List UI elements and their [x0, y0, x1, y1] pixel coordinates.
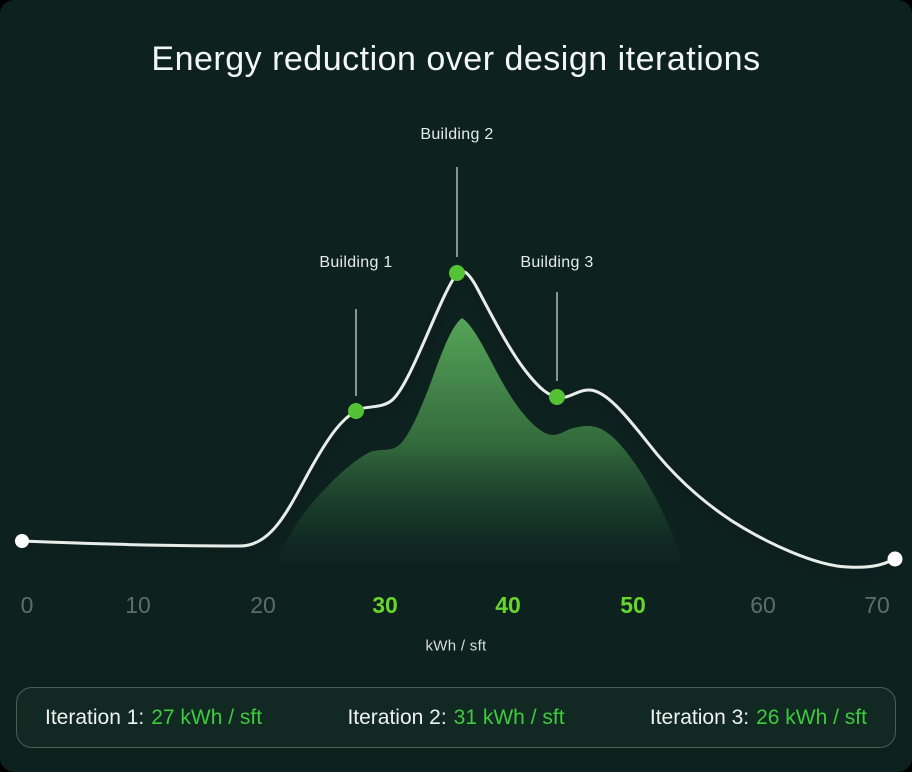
building-1-marker: [348, 403, 364, 419]
iteration-2-value: 31 kWh / sft: [453, 705, 565, 729]
axis-tick-0: 0: [20, 592, 34, 618]
iteration-1-item: Iteration 1: 27 kWh / sft: [45, 706, 262, 730]
iterations-summary-bar: Iteration 1: 27 kWh / sft Iteration 2: 3…: [16, 687, 896, 748]
axis-tick-60: 60: [750, 592, 776, 618]
iteration-2-item: Iteration 2: 31 kWh / sft: [347, 706, 564, 730]
building-3-marker: [549, 389, 565, 405]
iteration-1-value: 27 kWh / sft: [151, 705, 263, 729]
building-2-marker: [449, 265, 465, 281]
annotation-building-1: Building 1: [319, 254, 393, 271]
axis-tick-70: 70: [864, 592, 890, 618]
x-axis-unit-label: kWh / sft: [425, 637, 487, 655]
start-endpoint-dot: [15, 534, 29, 548]
axis-tick-30: 30: [372, 592, 398, 618]
area-fill: [268, 318, 689, 580]
page-title: Energy reduction over design iterations: [151, 40, 761, 78]
annotation-building-3: Building 3: [520, 254, 594, 271]
iteration-3-label: Iteration 3:: [649, 705, 750, 729]
iteration-1-label: Iteration 1:: [45, 705, 145, 729]
iteration-line: [20, 269, 897, 569]
axis-tick-20: 20: [250, 592, 276, 618]
iteration-2-label: Iteration 2:: [347, 705, 447, 729]
iteration-3-value: 26 kWh / sft: [756, 705, 867, 729]
axis-tick-50: 50: [620, 592, 646, 618]
iteration-3-item: Iteration 3: 26 kWh / sft: [650, 706, 867, 730]
axis-tick-40: 40: [495, 592, 521, 618]
axis-tick-10: 10: [125, 592, 151, 618]
end-endpoint-dot: [887, 551, 903, 567]
annotation-building-2: Building 2: [420, 126, 494, 143]
